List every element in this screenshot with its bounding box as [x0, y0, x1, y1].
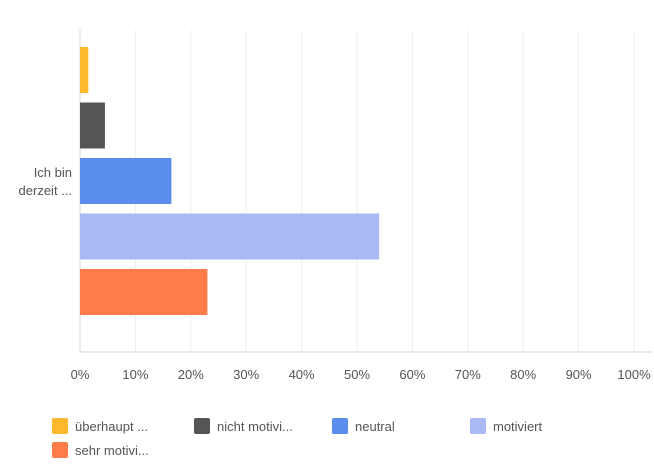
x-tick-label: 20% [178, 367, 204, 382]
x-tick-label: 40% [289, 367, 315, 382]
x-tick-label: 50% [344, 367, 370, 382]
x-tick-label: 60% [399, 367, 425, 382]
category-label-line: Ich bin [34, 165, 72, 180]
x-tick-label: 90% [566, 367, 592, 382]
gridlines [79, 30, 652, 353]
x-axis-ticks: 0% 10% 20% 30% 40% 50% 60% 70% 80% 90% 100% [71, 367, 651, 382]
legend-label: überhaupt ... [75, 418, 148, 434]
legend-label: motiviert [493, 418, 543, 434]
legend-label: nicht motivi... [217, 418, 293, 434]
x-tick-label: 30% [233, 367, 259, 382]
legend-label: neutral [355, 418, 395, 434]
legend-item[interactable]: neutral [332, 418, 395, 434]
legend-label: sehr motivi... [75, 442, 149, 458]
bar-chart: 0% 10% 20% 30% 40% 50% 60% 70% 80% 90% 100% Ich bi… [19, 30, 652, 382]
bar-4 [80, 269, 208, 315]
x-tick-label: 80% [510, 367, 536, 382]
x-tick-label: 0% [71, 367, 90, 382]
x-tick-label: 100% [617, 367, 651, 382]
legend-item[interactable]: nicht motivi... [194, 418, 293, 434]
bar-1 [80, 102, 105, 149]
legend-item[interactable]: sehr motivi... [52, 442, 149, 458]
legend-item[interactable]: überhaupt ... [52, 418, 148, 434]
bar-2 [80, 158, 172, 204]
legend-item[interactable]: motiviert [470, 418, 542, 434]
legend: überhaupt ... nicht motivi... neutral motiv… [52, 418, 652, 464]
x-tick-label: 70% [455, 367, 481, 382]
bars [80, 47, 380, 315]
bar-0 [80, 47, 89, 93]
y-axis-category-label: Ich bin derzeit ... [19, 165, 72, 198]
legend-swatch [194, 418, 210, 434]
legend-swatch [52, 442, 68, 458]
legend-swatch [332, 418, 348, 434]
legend-swatch [52, 418, 68, 434]
category-label-line: derzeit ... [19, 183, 72, 198]
x-tick-label: 10% [122, 367, 148, 382]
bar-3 [80, 213, 380, 260]
legend-swatch [470, 418, 486, 434]
